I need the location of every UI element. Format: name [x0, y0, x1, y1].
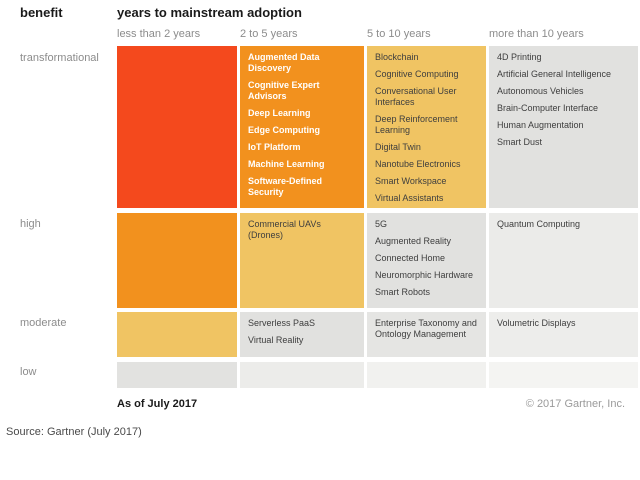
tech-item: Augmented Reality [375, 236, 452, 246]
tech-item: Neuromorphic Hardware [375, 270, 474, 280]
tech-item: Artificial General Intelligence [497, 69, 612, 79]
column-header-less-than-2-years: less than 2 years [117, 28, 201, 40]
row-label-transformational: transformational [20, 52, 99, 64]
tech-item: IoT Platform [248, 142, 301, 152]
tech-item: Connected Home [375, 253, 446, 263]
tech-item: Quantum Computing [497, 219, 581, 229]
tech-item: Smart Dust [497, 137, 543, 147]
cell-high-less-than-2-years [117, 213, 237, 308]
copyright-notice: © 2017 Gartner, Inc. [525, 398, 625, 410]
tech-item: Augmented Data Discovery [248, 52, 320, 73]
as-of-date: As of July 2017 [117, 398, 198, 410]
tech-item: 4D Printing [497, 52, 542, 62]
tech-item: Smart Workspace [375, 176, 447, 186]
cell-low-2-to-5-years [240, 362, 364, 388]
tech-item: Conversational User Interfaces [375, 86, 457, 107]
cell-moderate-more-than-10-years: Volumetric Displays [489, 312, 638, 357]
source-citation: Source: Gartner (July 2017) [6, 426, 142, 438]
row-label-low: low [20, 366, 37, 378]
tech-item: Machine Learning [248, 159, 325, 169]
tech-item: Human Augmentation [497, 120, 584, 130]
tech-item: Smart Robots [375, 287, 431, 297]
tech-item: Deep Reinforcement Learning [375, 114, 458, 135]
tech-item: Edge Computing [248, 125, 320, 135]
tech-item: 5G [375, 219, 388, 229]
tech-item: Software-Defined Security [248, 176, 323, 197]
cell-transformational-2-to-5-years: Augmented Data Discovery Cognitive Expert… [240, 46, 364, 208]
tech-item: Deep Learning [248, 108, 311, 118]
tech-item: Enterprise Taxonomy and Ontology Managem… [375, 318, 477, 339]
column-header-more-than-10-years: more than 10 years [489, 28, 584, 40]
tech-item: Cognitive Computing [375, 69, 459, 79]
tech-item: Cognitive Expert Advisors [248, 80, 320, 101]
cell-low-5-to-10-years [367, 362, 486, 388]
row-label-high: high [20, 218, 41, 230]
y-axis-title: benefit [20, 5, 63, 20]
cell-low-less-than-2-years [117, 362, 237, 388]
cell-high-2-to-5-years: Commercial UAVs (Drones) [240, 213, 364, 308]
tech-item: Virtual Assistants [375, 193, 444, 203]
cell-high-5-to-10-years: 5G Augmented Reality Connected Home Neuromo… [367, 213, 486, 308]
cell-transformational-less-than-2-years [117, 46, 237, 208]
x-axis-title: years to mainstream adoption [117, 5, 302, 20]
cell-high-more-than-10-years: Quantum Computing [489, 213, 638, 308]
cell-moderate-2-to-5-years: Serverless PaaS Virtual Reality [240, 312, 364, 357]
row-label-moderate: moderate [20, 317, 67, 329]
cell-transformational-more-than-10-years: 4D Printing Artificial General Intelligen… [489, 46, 638, 208]
cell-moderate-5-to-10-years: Enterprise Taxonomy and Ontology Managem… [367, 312, 486, 357]
cell-low-more-than-10-years [489, 362, 638, 388]
tech-item: Brain-Computer Interface [497, 103, 599, 113]
tech-item: Nanotube Electronics [375, 159, 461, 169]
tech-item: Serverless PaaS [248, 318, 316, 328]
column-header-2-to-5-years: 2 to 5 years [240, 28, 298, 40]
column-header-5-to-10-years: 5 to 10 years [367, 28, 431, 40]
tech-item: Commercial UAVs (Drones) [248, 219, 321, 240]
tech-item: Blockchain [375, 52, 419, 62]
tech-item: Virtual Reality [248, 335, 304, 345]
cell-moderate-less-than-2-years [117, 312, 237, 357]
cell-transformational-5-to-10-years: Blockchain Cognitive Computing Conversatio… [367, 46, 486, 208]
tech-item: Digital Twin [375, 142, 421, 152]
tech-item: Volumetric Displays [497, 318, 576, 328]
tech-item: Autonomous Vehicles [497, 86, 584, 96]
